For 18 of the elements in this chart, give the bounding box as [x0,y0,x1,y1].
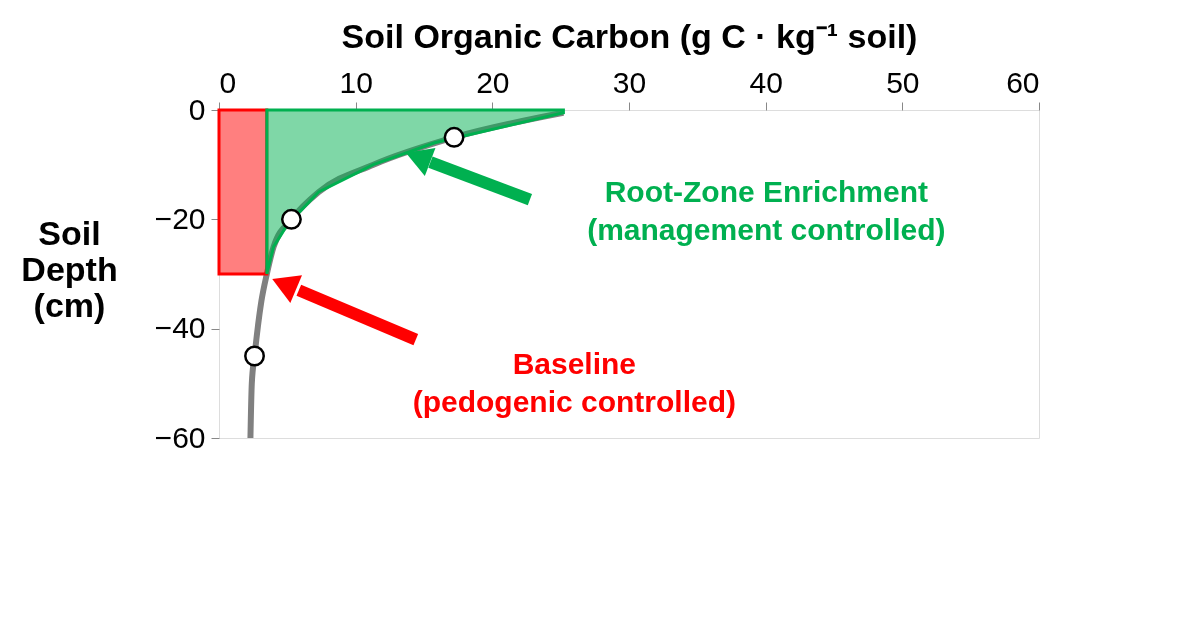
y-tick-label: −60 [154,420,206,454]
point [244,345,265,367]
y-tick-label: 0 [188,92,206,126]
x-tick-label: 10 [339,65,373,99]
x-axis-title: Soil Organic Carbon (g C · kg⁻¹ soil) [341,16,918,55]
x-tick-label: 30 [612,65,647,99]
point [280,208,302,230]
y-tick-label: −20 [154,201,206,235]
annotation: Baseline (pedogenic controlled) [412,346,737,418]
x-tick-label: 40 [749,65,783,99]
x-tick-label: 20 [476,65,510,99]
x-tick-label: 60 [1006,65,1040,99]
x-tick-label: 50 [886,65,920,99]
point [443,126,465,148]
x-tick-label: 0 [219,65,237,99]
y-axis-title: Soil Depth (cm) [21,213,118,324]
y-tick-label: −40 [154,311,206,345]
annotation: Root-Zone Enrichment (management controlled) [587,174,946,246]
